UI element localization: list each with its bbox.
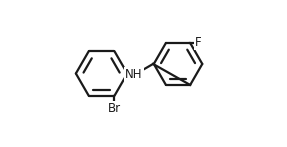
Text: NH: NH [125, 68, 143, 81]
Text: Br: Br [108, 102, 121, 115]
Text: F: F [195, 36, 201, 49]
